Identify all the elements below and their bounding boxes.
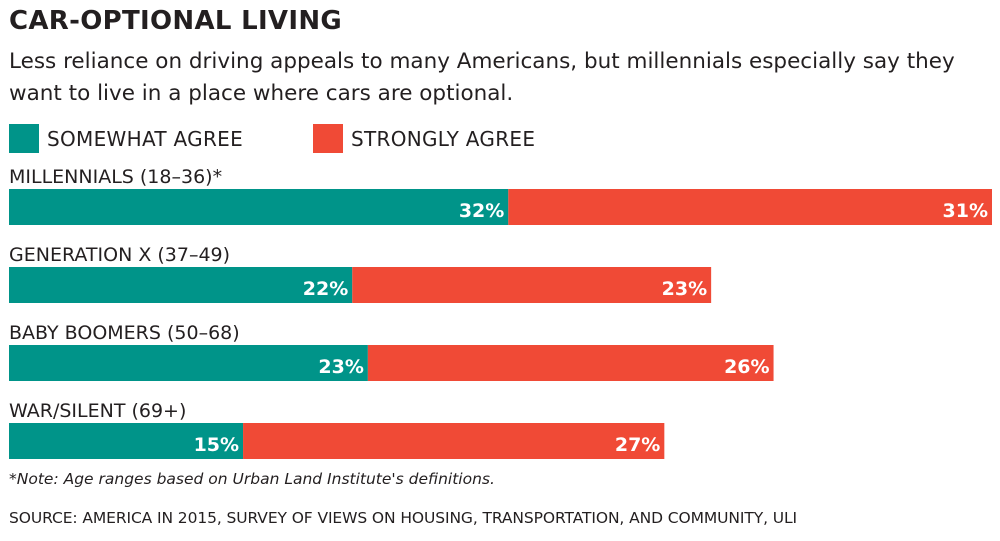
legend-swatch-somewhat-agree [9, 124, 39, 153]
legend-item-somewhat-agree: SOMEWHAT AGREE [9, 124, 243, 153]
value-label-somewhat-agree-millennials-18-36: 32% [459, 200, 504, 222]
bar-somewhat-agree-baby-boomers-50-68 [9, 345, 368, 381]
category-label-baby-boomers-50-68: BABY BOOMERS (50–68) [9, 322, 240, 344]
category-label-war-silent-69: WAR/SILENT (69+) [9, 400, 186, 422]
legend-item-strongly-agree: STRONGLY AGREE [313, 124, 535, 153]
value-label-somewhat-agree-war-silent-69: 15% [194, 434, 239, 456]
value-label-strongly-agree-millennials-18-36: 31% [943, 200, 988, 222]
legend-swatch-strongly-agree [313, 124, 343, 153]
bar-strongly-agree-war-silent-69 [243, 423, 665, 459]
stacked-bar-chart: MILLENNIALS (18–36)* 32% 31% GENERATION X (… [9, 166, 992, 459]
value-label-strongly-agree-war-silent-69: 27% [615, 434, 660, 456]
legend-label-strongly-agree: STRONGLY AGREE [351, 126, 536, 151]
value-label-somewhat-agree-baby-boomers-50-68: 23% [318, 356, 363, 378]
bar-somewhat-agree-millennials-18-36 [9, 189, 509, 225]
bar-somewhat-agree-war-silent-69 [9, 423, 244, 459]
value-label-somewhat-agree-generation-x-37-49: 22% [303, 278, 348, 300]
bar-strongly-agree-generation-x-37-49 [352, 267, 712, 303]
bar-strongly-agree-baby-boomers-50-68 [367, 345, 774, 381]
category-label-millennials-18-36: MILLENNIALS (18–36)* [9, 166, 222, 188]
chart-subtitle: Less reliance on driving appeals to many… [9, 49, 955, 106]
bar-strongly-agree-millennials-18-36 [508, 189, 992, 225]
value-label-strongly-agree-baby-boomers-50-68: 26% [724, 356, 769, 378]
legend-label-somewhat-agree: SOMEWHAT AGREE [47, 126, 244, 151]
value-label-strongly-agree-generation-x-37-49: 23% [662, 278, 707, 300]
bar-somewhat-agree-generation-x-37-49 [9, 267, 353, 303]
category-label-generation-x-37-49: GENERATION X (37–49) [9, 244, 230, 266]
source-line: SOURCE: AMERICA IN 2015, SURVEY OF VIEWS… [9, 509, 797, 527]
chart-title: CAR-OPTIONAL LIVING [9, 6, 343, 36]
footnote: *Note: Age ranges based on Urban Land In… [9, 470, 495, 488]
